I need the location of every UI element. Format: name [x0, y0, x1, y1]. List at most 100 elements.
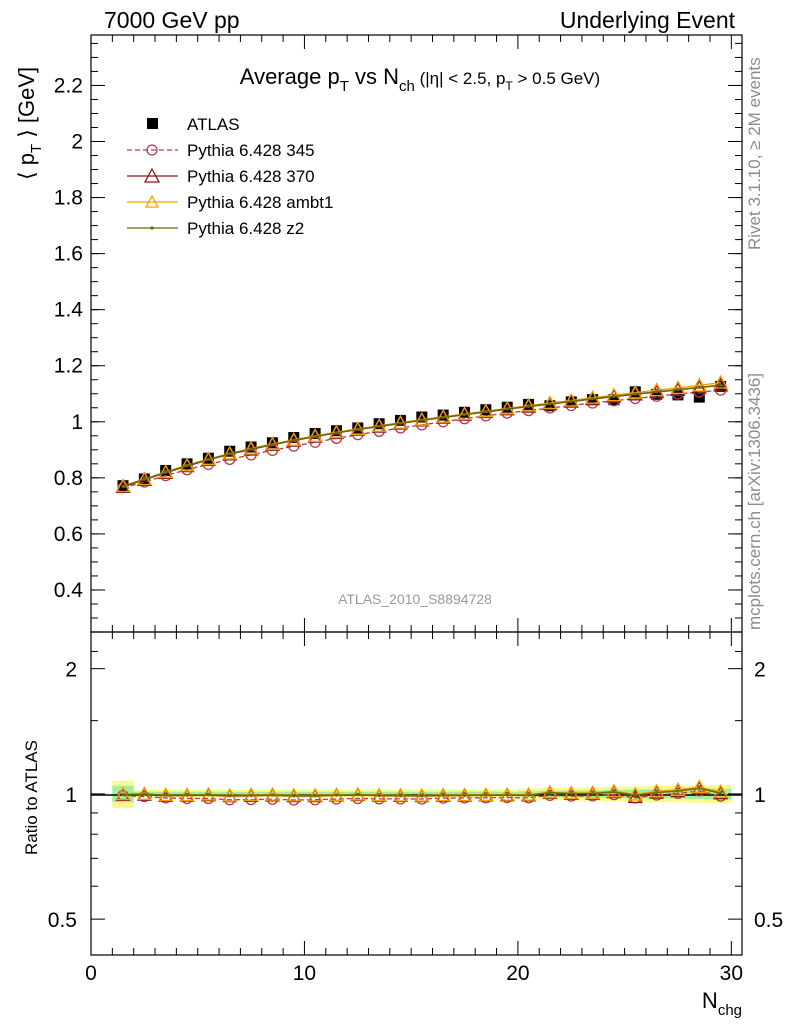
legend-entry-ambt1: Pythia 6.428 ambt1 [127, 193, 333, 212]
main-point [523, 398, 535, 410]
main-point [356, 427, 360, 431]
ratio-point [292, 794, 296, 798]
ratio-point [456, 787, 473, 802]
legend-marker-triangle [143, 167, 161, 183]
main-point [676, 387, 680, 392]
ratio-point [670, 781, 686, 796]
ratio-point [398, 794, 403, 798]
main-point [627, 384, 643, 399]
rivet-label: Rivet 3.1.10, ≥ 2M events [745, 57, 764, 250]
main-point [584, 389, 601, 404]
main-point [484, 410, 488, 414]
ratio-y-tick-label: 2 [65, 659, 77, 682]
ratio-point [484, 793, 488, 797]
ratio-y-tick-label: 0.5 [48, 909, 77, 932]
main-point [526, 404, 531, 408]
ratio-point [371, 787, 387, 802]
main-series-0 [117, 380, 727, 492]
main-point [629, 386, 641, 398]
main-point [569, 399, 573, 403]
ratio-point [334, 793, 339, 797]
x-tick-label: 0 [85, 962, 97, 985]
main-point [649, 382, 665, 397]
analysis-watermark: ATLAS_2010_S8894728 [338, 591, 492, 607]
main-point [142, 477, 146, 481]
main-point [544, 400, 556, 412]
main-point [228, 452, 232, 456]
ratio-point [590, 791, 595, 795]
ratio-point [356, 793, 360, 797]
main-point [505, 407, 509, 411]
ratio-marks [115, 779, 729, 806]
ratio-point [328, 786, 345, 801]
main-point [563, 392, 579, 407]
ratio-point [200, 786, 216, 801]
y-tick-label: 1.6 [54, 243, 83, 266]
main-point [713, 374, 729, 389]
ratio-point [243, 786, 259, 801]
legend-label: Pythia 6.428 345 [187, 141, 315, 160]
y-tick-label: 2.2 [54, 74, 83, 97]
main-point [270, 442, 275, 447]
main-series-1 [117, 384, 727, 494]
ratio-point [414, 787, 430, 802]
main-point [480, 404, 492, 416]
ratio-band-inner [603, 789, 625, 798]
legend-marker-square [147, 118, 158, 129]
main-point [459, 406, 471, 418]
ratio-point [121, 792, 125, 797]
ratio-band-inner [304, 791, 326, 797]
legend-label: Pythia 6.428 370 [187, 167, 315, 186]
main-point [266, 437, 278, 449]
ratio-point [697, 786, 701, 790]
main-point [164, 470, 168, 474]
ratio-point [270, 793, 275, 797]
main-point [224, 445, 236, 457]
ratio-point [441, 793, 445, 797]
main-point [606, 387, 622, 402]
legend-entry-345: Pythia 6.428 345 [127, 141, 315, 160]
ratio-y-tick-label-right: 0.5 [754, 909, 783, 932]
main-point [542, 395, 558, 410]
header-right: Underlying Event [560, 7, 736, 33]
ratio-band-inner [283, 791, 305, 797]
ratio-point [526, 793, 531, 797]
ratio-y-tick-label-right: 1 [754, 784, 766, 807]
main-point [121, 484, 125, 488]
main-point [441, 415, 445, 419]
main-point [292, 438, 296, 442]
mcplots-label: mcplots.cern.ch [arXiv:1306.3436] [745, 373, 764, 630]
ratio-point [499, 786, 515, 801]
main-point [590, 397, 595, 401]
ratio-point [164, 793, 168, 797]
ratio-series-3 [121, 786, 723, 798]
ratio-point [115, 786, 131, 801]
ratio-point [548, 791, 552, 795]
y-tick-label: 1.8 [54, 187, 83, 210]
main-marks [115, 374, 729, 494]
y-tick-label: 0.4 [54, 579, 84, 602]
main-ylabel: ⟨ pT ⟩ [GeV] [14, 67, 45, 180]
main-point [670, 380, 686, 395]
main-point [394, 414, 406, 426]
ratio-point [185, 793, 189, 797]
main-panel: 0.4 0.6 0.8 1 1.2 1.4 1.6 1.8 2 2.2 Average pT vs… [14, 34, 743, 633]
ratio-point [584, 784, 601, 799]
main-point [398, 421, 403, 425]
ratio-point [606, 783, 622, 798]
ratio-point [719, 791, 723, 795]
y-tick-label: 1 [71, 411, 83, 434]
y-tick-label: 1.4 [54, 299, 84, 322]
main-point [548, 402, 552, 406]
main-point [309, 428, 321, 440]
ratio-point [691, 779, 707, 794]
ratio-point [505, 793, 509, 797]
x-tick-label: 30 [720, 962, 743, 985]
main-point [655, 390, 659, 394]
y-tick-label: 2 [71, 131, 83, 154]
ratio-y-tick-label: 1 [65, 784, 77, 807]
main-point [437, 409, 449, 421]
main-point [462, 412, 467, 417]
main-point [206, 457, 210, 461]
main-point [330, 425, 342, 437]
